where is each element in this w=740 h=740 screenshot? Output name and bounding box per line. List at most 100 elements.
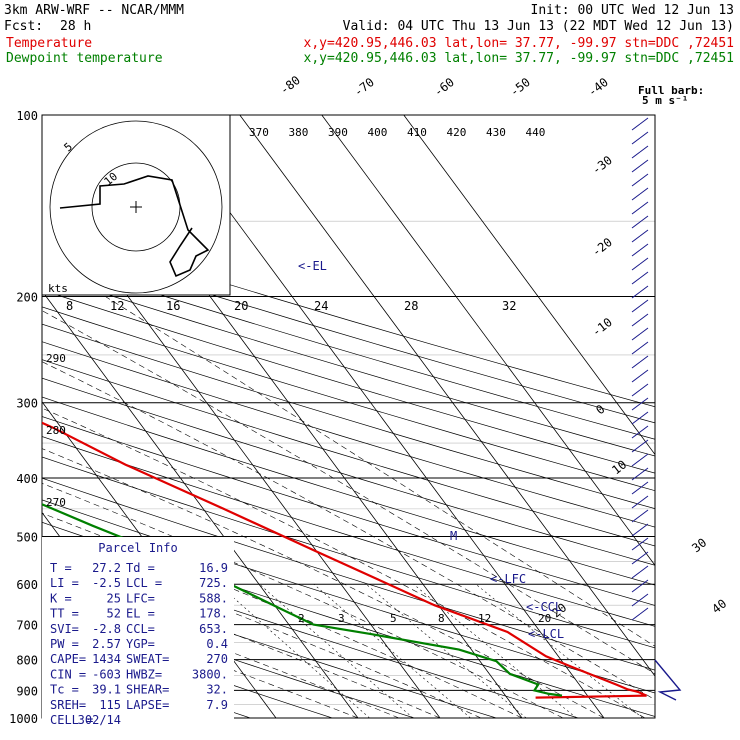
parcel-key: LCL = bbox=[126, 576, 162, 590]
parcel-value: 725. bbox=[199, 576, 228, 590]
wind-barb bbox=[631, 151, 641, 159]
forecast-label: Fcst: bbox=[4, 19, 43, 34]
dry-adiabat bbox=[42, 416, 655, 606]
dry-adiabat bbox=[42, 477, 655, 671]
wind-barb-flag bbox=[639, 257, 649, 265]
lcl-marker: <-LCL bbox=[528, 627, 564, 641]
parcel-key: Tc = bbox=[50, 683, 79, 697]
dry-adiabat bbox=[42, 593, 415, 718]
parcel-key: Td = bbox=[126, 561, 155, 575]
wind-barb-flag bbox=[639, 439, 649, 447]
isotherm-label: -30 bbox=[589, 153, 615, 177]
moist-adiabat bbox=[42, 538, 482, 718]
wind-barb-flag bbox=[639, 355, 649, 363]
pressure-label: 600 bbox=[16, 578, 38, 592]
hodo-speed-label: 16 bbox=[166, 299, 180, 313]
parcel-value: 39.1 bbox=[92, 683, 121, 697]
wind-barb-flag bbox=[639, 285, 649, 293]
hodo-units-label: kts bbox=[48, 282, 68, 295]
wind-barb-flag bbox=[639, 495, 649, 503]
dry-adiabat bbox=[42, 341, 655, 528]
theta-e-label: 420 bbox=[447, 126, 467, 139]
pressure-label: 500 bbox=[16, 530, 38, 544]
mixing-ratio-line bbox=[218, 583, 370, 718]
isotherm bbox=[157, 115, 605, 718]
valid-time: Valid: 04 UTC Thu 13 Jun 13 (22 MDT Wed … bbox=[343, 19, 734, 34]
wind-barb-flag bbox=[639, 397, 649, 405]
wind-barb-flag bbox=[639, 159, 649, 167]
isotherm-label: -70 bbox=[351, 75, 377, 99]
dry-adiabat bbox=[42, 226, 655, 408]
parcel-key: LAPSE= bbox=[126, 698, 169, 712]
wind-barb-flag bbox=[639, 467, 649, 475]
wind-barb bbox=[631, 165, 641, 173]
parcel-key: CCL= bbox=[126, 622, 155, 636]
parcel-value: -603 bbox=[92, 667, 121, 681]
wind-barb-flag bbox=[639, 593, 649, 601]
parcel-key: HWBZ= bbox=[126, 667, 162, 681]
wind-barb-flag bbox=[639, 299, 649, 307]
pressure-label: 700 bbox=[16, 619, 38, 633]
wind-barb-flag bbox=[639, 131, 649, 139]
wind-barb-flag bbox=[639, 453, 649, 461]
wind-barb bbox=[631, 557, 641, 565]
isotherm-label: -50 bbox=[507, 75, 533, 99]
wind-barb bbox=[631, 487, 641, 495]
surface-wind-barb bbox=[654, 659, 682, 701]
mixing-ratio-line bbox=[259, 583, 414, 718]
parcel-key: T = bbox=[50, 561, 72, 575]
parcel-value: 0.4 bbox=[206, 637, 228, 651]
wind-barb bbox=[631, 389, 641, 397]
wind-barb bbox=[631, 193, 641, 201]
dry-adiabat bbox=[42, 289, 655, 474]
wind-barb-flag bbox=[639, 271, 649, 279]
parcel-value: -2.8 bbox=[92, 622, 121, 636]
wind-barb bbox=[631, 613, 641, 621]
parcel-value: 270 bbox=[206, 652, 228, 666]
parcel-key: K = bbox=[50, 591, 72, 605]
wind-barb-flag bbox=[639, 481, 649, 489]
parcel-key: SREH= bbox=[50, 698, 86, 712]
parcel-value: 32. bbox=[206, 683, 228, 697]
parcel-key: CELL = bbox=[50, 713, 93, 727]
dry-adiabat bbox=[42, 377, 655, 566]
wind-barb bbox=[631, 361, 641, 369]
dry-adiabat-label: 290 bbox=[46, 352, 66, 365]
wind-barb-flag bbox=[639, 369, 649, 377]
parcel-value: -2.5 bbox=[92, 576, 121, 590]
theta-e-label: 440 bbox=[526, 126, 546, 139]
wind-barb bbox=[631, 137, 641, 145]
hodo-ring-outer bbox=[49, 120, 223, 294]
hodo-speed-label: 24 bbox=[314, 299, 328, 313]
pressure-label: 100 bbox=[16, 109, 38, 123]
parcel-key: SHEAR= bbox=[126, 683, 169, 697]
wind-barb-flag bbox=[639, 551, 649, 559]
wind-barb-flag bbox=[639, 313, 649, 321]
wind-barb bbox=[631, 347, 641, 355]
wind-barb bbox=[631, 403, 641, 411]
wind-barb-flag bbox=[639, 383, 649, 391]
pressure-label: 1000 bbox=[9, 712, 38, 726]
parcel-value: 588. bbox=[199, 591, 228, 605]
parcel-value: 7.9 bbox=[206, 698, 228, 712]
wind-barb-flag bbox=[639, 341, 649, 349]
wind-barb bbox=[631, 249, 641, 257]
parcel-key: EL = bbox=[126, 607, 155, 621]
isotherm-label: -20 bbox=[589, 235, 615, 259]
dry-adiabat-label: 280 bbox=[46, 424, 66, 437]
wind-barb-flag bbox=[639, 215, 649, 223]
wind-barbs bbox=[631, 117, 682, 701]
dry-adiabat bbox=[42, 323, 655, 509]
ccl-marker: <-CCL bbox=[526, 600, 562, 614]
pressure-label: 400 bbox=[16, 472, 38, 486]
parcel-value: 302/14 bbox=[78, 713, 121, 727]
wind-barb bbox=[631, 277, 641, 285]
barb-note-2: 5 m s⁻¹ bbox=[642, 94, 688, 107]
theta-e-label: 370 bbox=[249, 126, 269, 139]
wind-barb bbox=[631, 263, 641, 271]
hodo-speed-label: 12 bbox=[110, 299, 124, 313]
hodo-speed-label: 32 bbox=[502, 299, 516, 313]
forecast-hour: 28 h bbox=[60, 19, 91, 34]
wind-barb bbox=[631, 333, 641, 341]
